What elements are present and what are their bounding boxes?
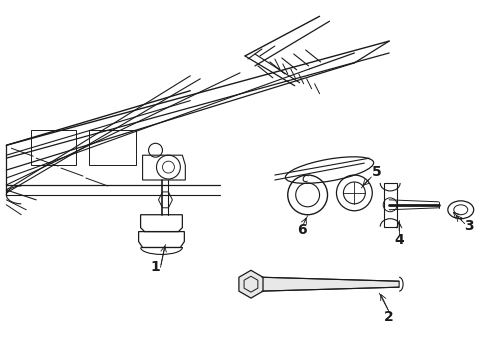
Polygon shape (239, 270, 263, 298)
Text: 2: 2 (384, 310, 393, 324)
Polygon shape (262, 277, 398, 291)
Text: 5: 5 (371, 165, 381, 179)
Text: 3: 3 (463, 219, 472, 233)
Text: 1: 1 (150, 260, 160, 274)
Text: 4: 4 (393, 233, 403, 247)
Text: 6: 6 (296, 222, 306, 237)
Text: c: c (301, 171, 307, 185)
